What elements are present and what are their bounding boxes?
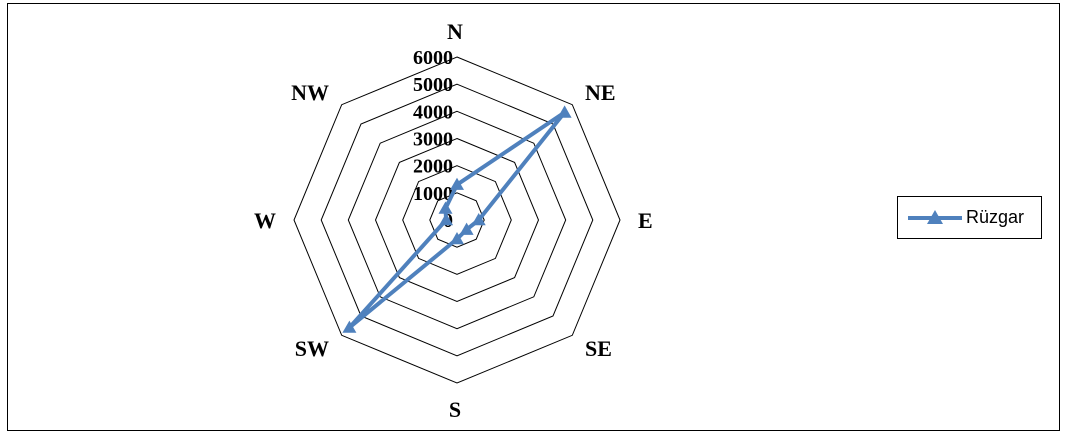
grid-ring [374,137,540,303]
data-point-ne [557,105,572,118]
legend-marker-icon [908,209,962,224]
category-label-w: W [254,208,276,233]
series-layer [342,105,572,333]
chart-area [7,3,1060,431]
category-label-sw: SW [295,336,329,361]
tick-label: 6000 [413,47,453,69]
grid-ring [429,192,485,248]
category-label-nw: NW [291,80,329,105]
grid-ring [347,110,567,330]
grid-ring [293,56,621,384]
data-point-s [450,232,464,245]
data-point-sw [342,320,357,333]
category-label-e: E [638,208,653,233]
radial-tick-labels: 0100020003000400050006000 [413,47,453,232]
tick-label: 1000 [413,183,453,205]
legend-label: Rüzgar [966,207,1025,227]
category-label-se: SE [585,336,612,361]
tick-label: 4000 [413,101,453,123]
data-point-n [450,177,464,190]
tick-label: 2000 [413,156,453,178]
category-labels: N NE E SE S SW W NW [254,19,653,422]
category-label-ne: NE [585,80,616,105]
grid-ring [320,83,594,357]
tick-label: 3000 [413,129,453,151]
data-point-se [459,222,474,235]
tick-label: 5000 [413,74,453,96]
category-label-s: S [449,397,461,422]
category-label-n: N [447,19,463,44]
series-line [347,110,567,330]
data-point-w [439,213,454,226]
radar-grid [293,56,621,384]
data-point-e [471,213,486,226]
legend: Rüzgar [897,196,1042,239]
data-point-nw [438,201,453,214]
